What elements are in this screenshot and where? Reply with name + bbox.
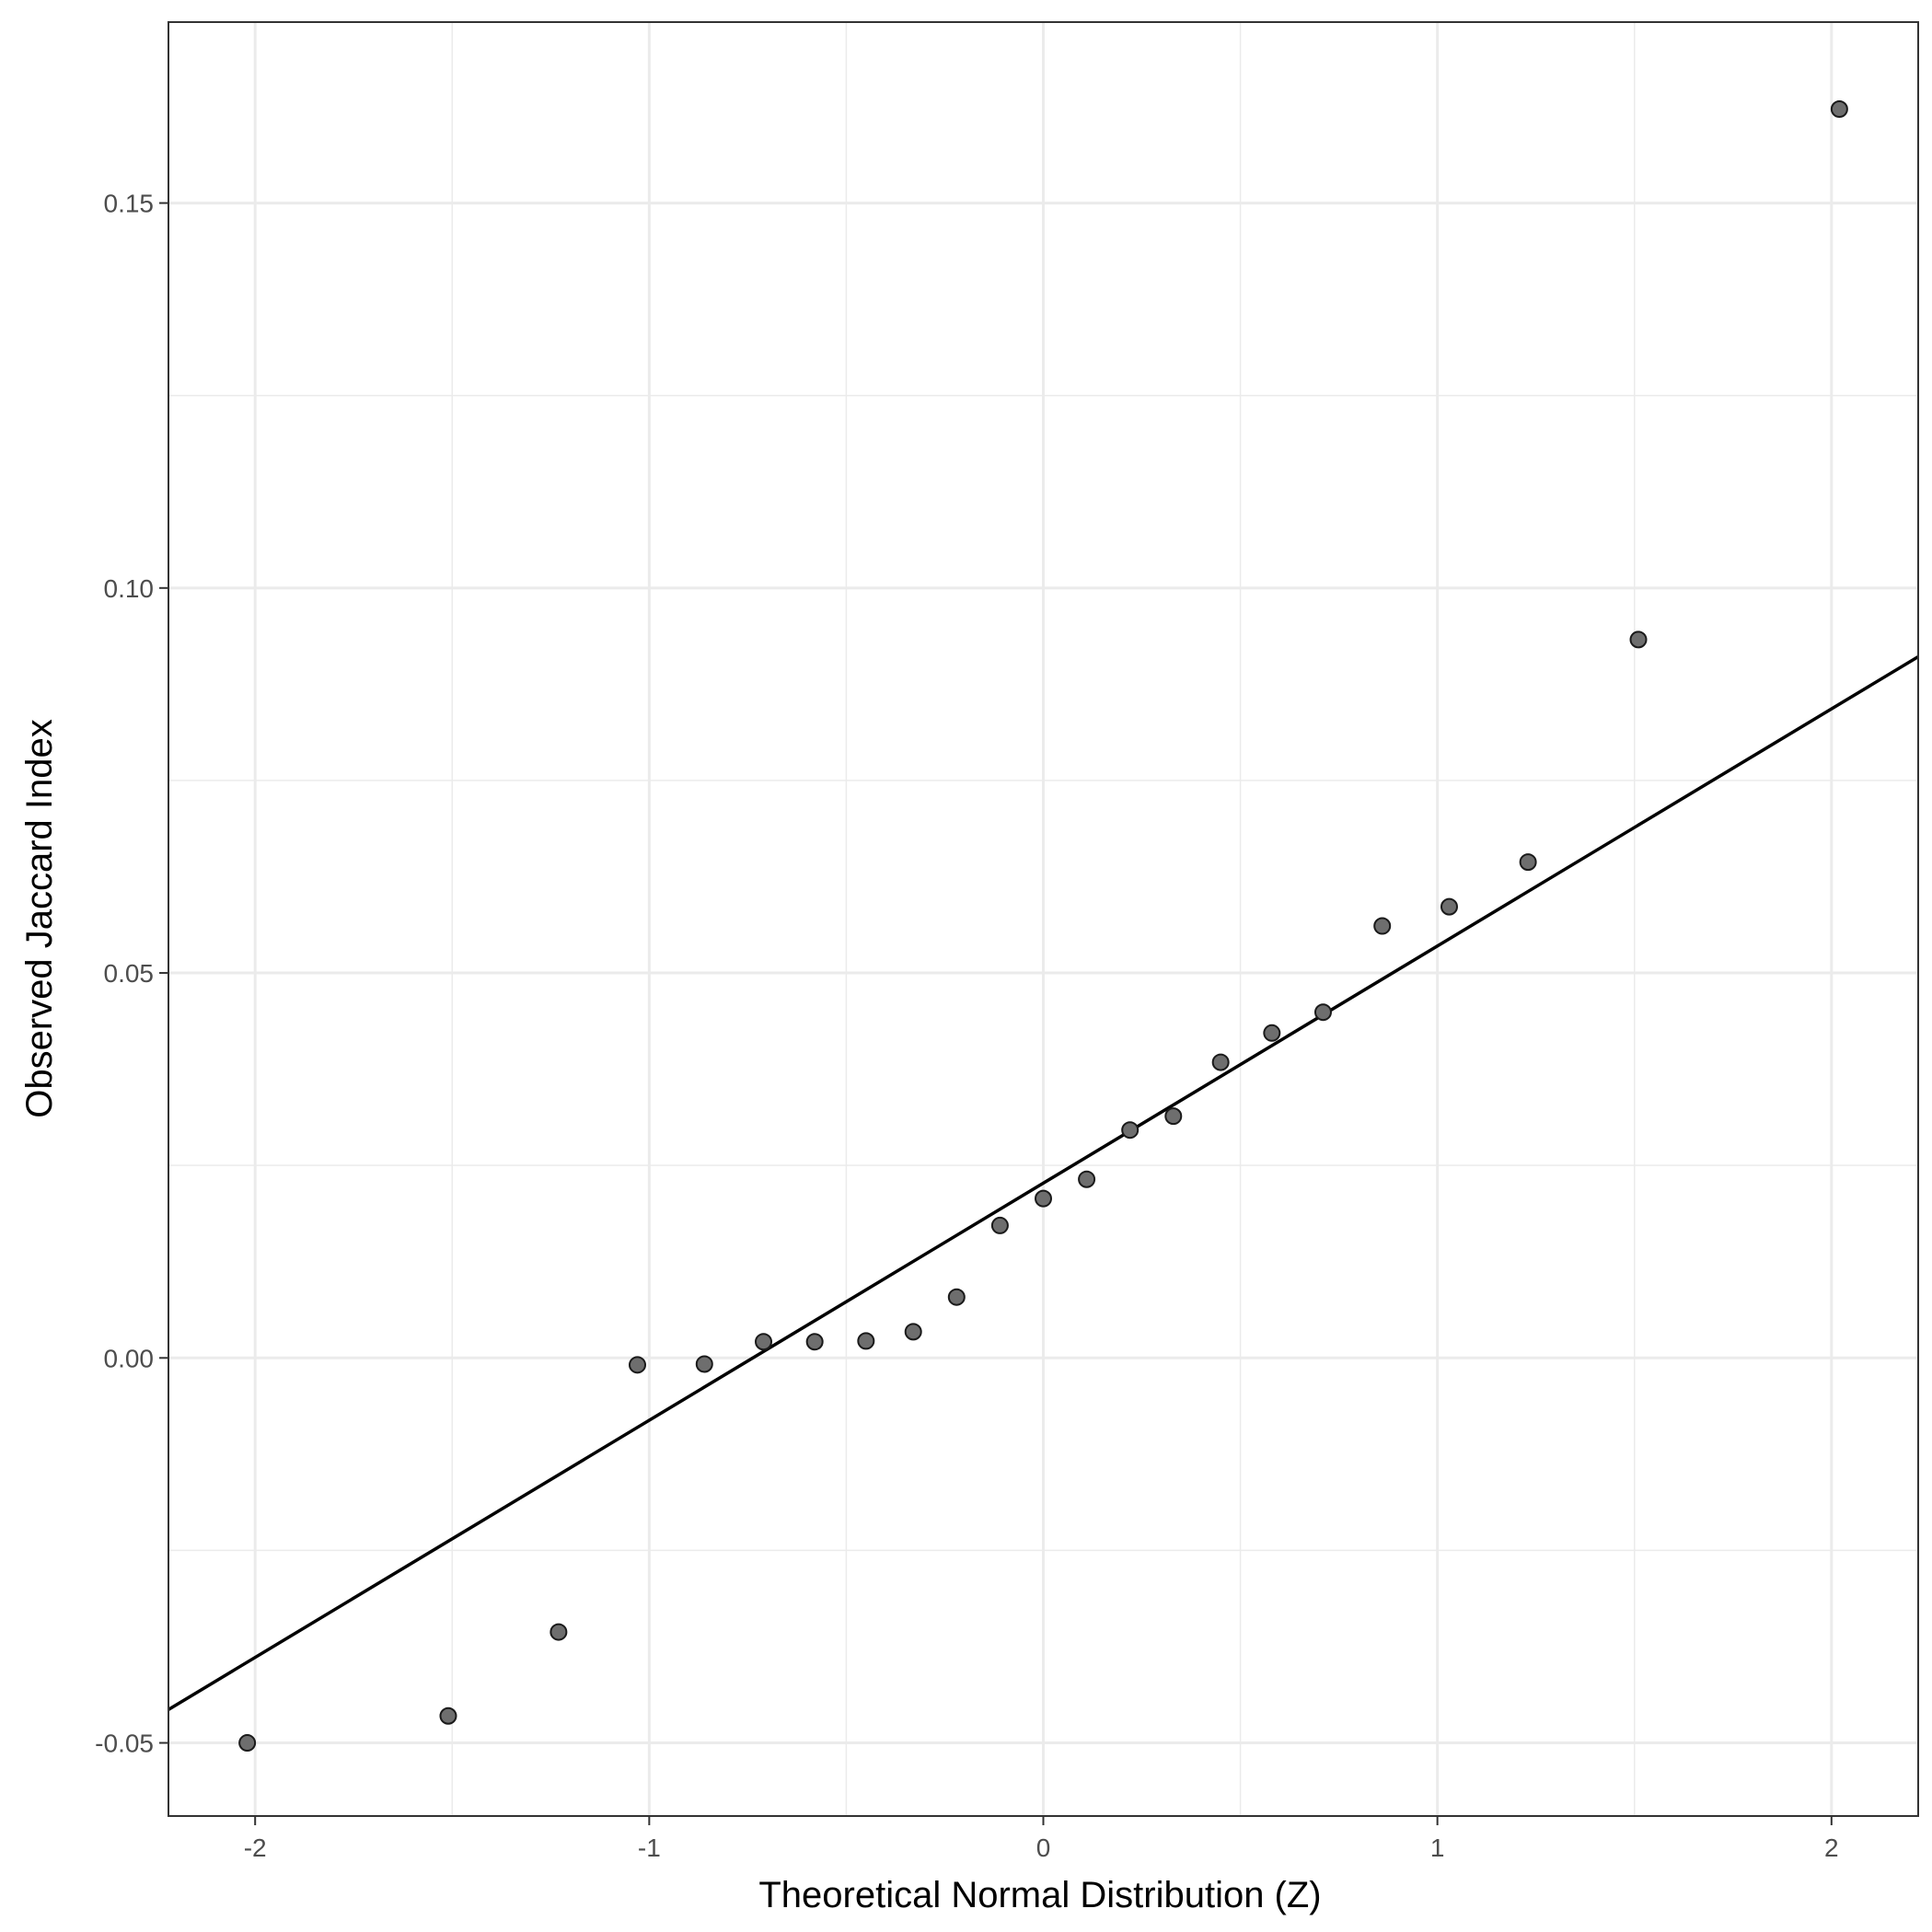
y-tick-label-4: 0.15 <box>104 190 155 218</box>
data-point-6 <box>805 1333 824 1351</box>
y-tick-label-1: 0.00 <box>104 1344 155 1372</box>
data-point-16 <box>1263 1024 1281 1042</box>
data-point-13 <box>1121 1121 1140 1140</box>
data-point-20 <box>1519 853 1537 872</box>
y-axis-ticks: -0.05 0.00 0.05 0.10 0.15 <box>95 190 168 1758</box>
data-point-19 <box>1440 897 1458 916</box>
data-point-8 <box>904 1323 922 1341</box>
x-tick-label-1: -1 <box>638 1834 661 1862</box>
data-point-3 <box>629 1356 647 1374</box>
data-point-17 <box>1313 1003 1332 1022</box>
data-point-5 <box>755 1333 773 1351</box>
data-points <box>238 100 1848 1753</box>
major-gridlines <box>168 22 1918 1816</box>
y-tick-label-0: -0.05 <box>95 1730 154 1758</box>
data-point-9 <box>947 1288 966 1306</box>
data-point-12 <box>1078 1170 1096 1188</box>
data-point-7 <box>857 1332 875 1350</box>
qq-reference-line <box>168 654 1919 1711</box>
x-tick-label-2: 0 <box>1036 1834 1051 1862</box>
data-point-2 <box>550 1623 568 1641</box>
y-tick-label-2: 0.05 <box>104 959 155 988</box>
data-point-11 <box>1035 1189 1052 1208</box>
x-axis-ticks: -2 -1 0 1 2 <box>244 1816 1839 1862</box>
data-point-4 <box>695 1355 713 1373</box>
x-tick-label-3: 1 <box>1430 1834 1445 1862</box>
x-tick-label-4: 2 <box>1824 1834 1839 1862</box>
data-point-18 <box>1373 917 1392 935</box>
y-tick-label-3: 0.10 <box>104 574 155 603</box>
data-point-15 <box>1211 1053 1230 1071</box>
data-point-21 <box>1629 631 1648 649</box>
data-point-22 <box>1830 100 1848 119</box>
x-axis-title: Theoretical Normal Distribution (Z) <box>758 1875 1321 1915</box>
data-point-0 <box>238 1734 257 1753</box>
x-tick-label-0: -2 <box>244 1834 267 1862</box>
data-point-1 <box>439 1706 457 1725</box>
data-point-10 <box>990 1216 1009 1234</box>
reference-line-layer <box>168 654 1919 1711</box>
y-axis-title: Observed Jaccard Index <box>19 719 60 1118</box>
data-point-14 <box>1164 1107 1183 1126</box>
